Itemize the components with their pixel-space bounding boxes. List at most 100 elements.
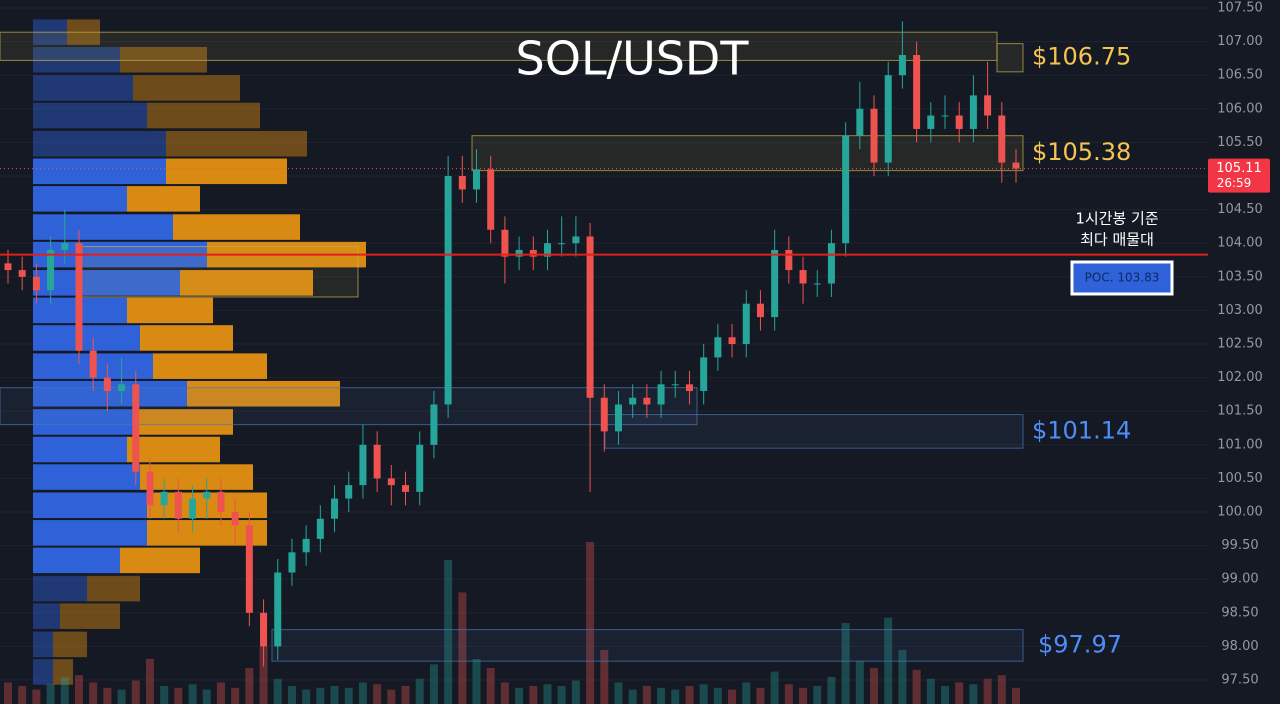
- y-tick-label: 106.50: [1217, 68, 1263, 83]
- volume-bar: [898, 650, 907, 704]
- candle-body: [103, 377, 111, 392]
- candle-body: [998, 115, 1006, 163]
- volume-bar: [429, 664, 438, 704]
- y-tick-label: 98.00: [1221, 639, 1258, 654]
- candle-body: [856, 108, 864, 136]
- profile-sell: [53, 659, 73, 685]
- candle-body: [4, 263, 12, 271]
- y-tick-label: 97.50: [1221, 673, 1258, 688]
- profile-sell: [87, 575, 140, 602]
- volume-bar: [799, 687, 808, 704]
- zone: [471, 135, 1024, 172]
- volume-bar: [600, 650, 609, 704]
- candle-body: [302, 538, 310, 553]
- volume-bar: [728, 689, 737, 704]
- candle-body: [217, 491, 225, 512]
- volume-bar: [174, 687, 183, 704]
- candle-body: [160, 491, 168, 506]
- candle-body: [700, 357, 708, 392]
- volume-bar: [18, 686, 27, 704]
- volume-bar: [458, 592, 467, 704]
- volume-bar: [543, 684, 552, 704]
- candle-body: [473, 169, 481, 190]
- candle-body: [756, 303, 764, 318]
- volume-bar: [358, 682, 367, 704]
- profile-buy: [33, 436, 127, 463]
- y-tick-label: 99.50: [1221, 538, 1258, 553]
- zone: [996, 43, 1024, 73]
- candle-body: [913, 55, 921, 129]
- candle-body: [316, 518, 324, 539]
- volume-bar: [145, 659, 154, 704]
- poc-box: [1070, 260, 1174, 296]
- profile-buy: [33, 158, 166, 185]
- y-tick-label: 106.00: [1217, 101, 1263, 116]
- profile-buy: [33, 270, 180, 296]
- profile-buy: [33, 464, 140, 490]
- volume-bar: [245, 668, 254, 704]
- chart-title: SOL/USDT: [516, 32, 750, 86]
- candle-body: [657, 384, 665, 405]
- volume-bar: [472, 659, 481, 704]
- volume-bar: [983, 678, 992, 704]
- y-tick-label: 101.50: [1217, 404, 1263, 419]
- volume-bar: [586, 542, 595, 704]
- candle-body: [245, 525, 253, 613]
- candle-body: [458, 176, 466, 190]
- candle-body: [174, 491, 182, 519]
- profile-sell: [53, 631, 87, 658]
- profile-buy: [33, 409, 133, 435]
- volume-bar: [855, 660, 864, 704]
- candle-body: [132, 384, 140, 472]
- candle-body: [558, 243, 566, 245]
- profile-buy: [33, 325, 140, 351]
- profile-sell: [133, 409, 233, 435]
- candle-body: [969, 95, 977, 129]
- volume-bar: [46, 684, 55, 704]
- volume-bar: [671, 689, 680, 704]
- volume-bar: [813, 686, 822, 704]
- volume-bar: [912, 669, 921, 704]
- volume-bar: [500, 682, 509, 704]
- annotation: 최다 매물대: [1080, 231, 1154, 249]
- volume-bar: [628, 689, 637, 704]
- volume-bar: [841, 623, 850, 704]
- candle-body: [189, 498, 197, 519]
- candle-body: [47, 249, 55, 291]
- candle-body: [586, 236, 594, 398]
- volume-bar: [103, 687, 112, 704]
- candle-body: [416, 444, 424, 492]
- candle-body: [32, 276, 40, 291]
- y-tick-label: 98.50: [1221, 605, 1258, 620]
- profile-buy: [33, 102, 147, 129]
- candle-body: [955, 115, 963, 129]
- volume-bar: [557, 686, 566, 704]
- candle-body: [898, 55, 906, 76]
- candle-body: [799, 270, 807, 284]
- volume-bar: [969, 684, 978, 704]
- candle-body: [345, 485, 353, 499]
- y-tick-label: 102.50: [1217, 337, 1263, 352]
- zone-label: $101.14: [1032, 416, 1131, 444]
- price-tag: [1208, 158, 1270, 193]
- volume-bar: [444, 560, 453, 704]
- volume-bar: [316, 687, 325, 704]
- y-tick-label: 103.00: [1217, 303, 1263, 318]
- candle-body: [870, 108, 878, 163]
- candle-body: [146, 471, 154, 506]
- candle-body: [487, 169, 495, 230]
- volume-bar: [713, 687, 722, 704]
- volume-bar: [287, 686, 296, 704]
- price-tag-value: 105.11: [1216, 161, 1262, 176]
- profile-sell: [173, 214, 300, 240]
- profile-sell: [60, 603, 120, 629]
- zone: [0, 387, 698, 426]
- volume-bar: [373, 684, 382, 704]
- profile-sell: [147, 102, 260, 129]
- volume-bar: [32, 689, 41, 704]
- volume-bar: [784, 684, 793, 704]
- volume-bar: [941, 686, 950, 704]
- volume-bar: [401, 686, 410, 704]
- candle-body: [118, 384, 126, 392]
- candle-body: [941, 115, 949, 117]
